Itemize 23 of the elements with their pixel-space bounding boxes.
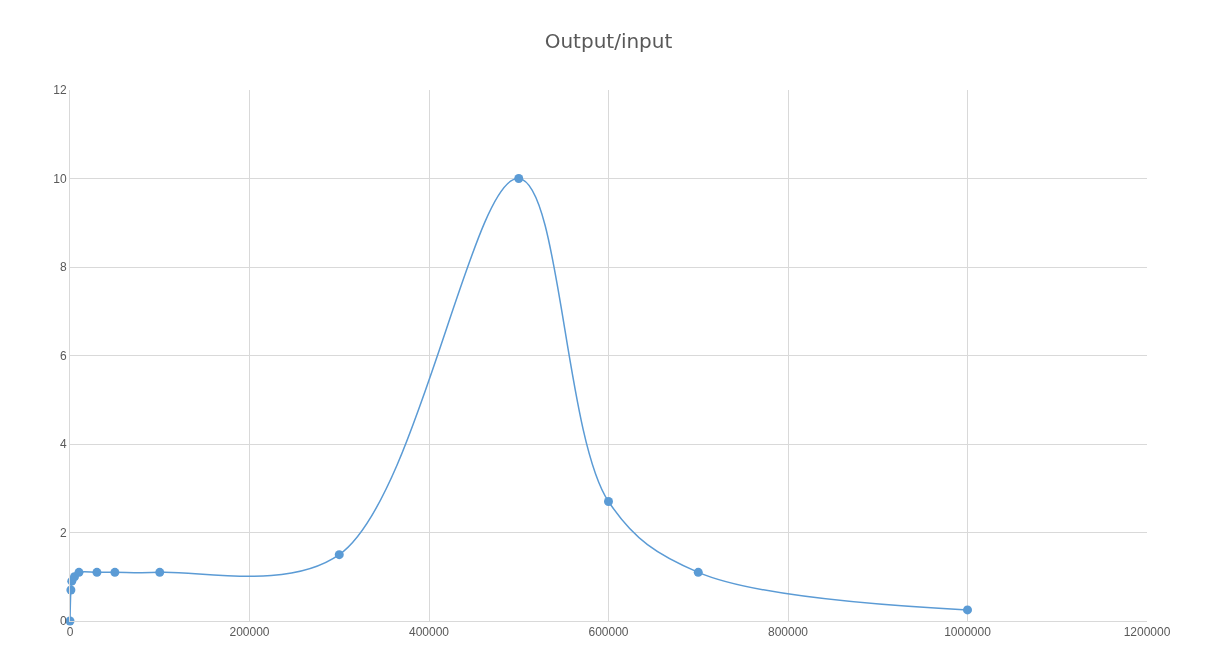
y-tick-label: 12 bbox=[53, 83, 67, 98]
y-tick-label: 8 bbox=[59, 260, 67, 275]
point bbox=[963, 605, 972, 615]
y-tick-label: 10 bbox=[53, 171, 67, 186]
point bbox=[604, 497, 613, 507]
point bbox=[74, 567, 84, 577]
point bbox=[155, 567, 165, 577]
point bbox=[693, 567, 703, 577]
y-tick-label: 0 bbox=[59, 614, 67, 629]
point bbox=[110, 567, 120, 577]
y-tick-label: 2 bbox=[59, 525, 67, 540]
y-tick-label: 4 bbox=[59, 437, 67, 452]
y-tick-label: 6 bbox=[59, 348, 67, 363]
x-tick-label: 1000000 bbox=[944, 625, 992, 640]
point bbox=[514, 174, 524, 183]
x-tick-label: 1200000 bbox=[1123, 625, 1171, 640]
x-tick-label: 200000 bbox=[229, 625, 270, 640]
x-tick-label: 600000 bbox=[588, 625, 629, 640]
point bbox=[92, 567, 102, 577]
x-tick-label: 800000 bbox=[767, 625, 809, 640]
x-tick-label: 400000 bbox=[408, 625, 450, 640]
chart-title: Output/input bbox=[544, 28, 673, 53]
point bbox=[334, 550, 344, 560]
